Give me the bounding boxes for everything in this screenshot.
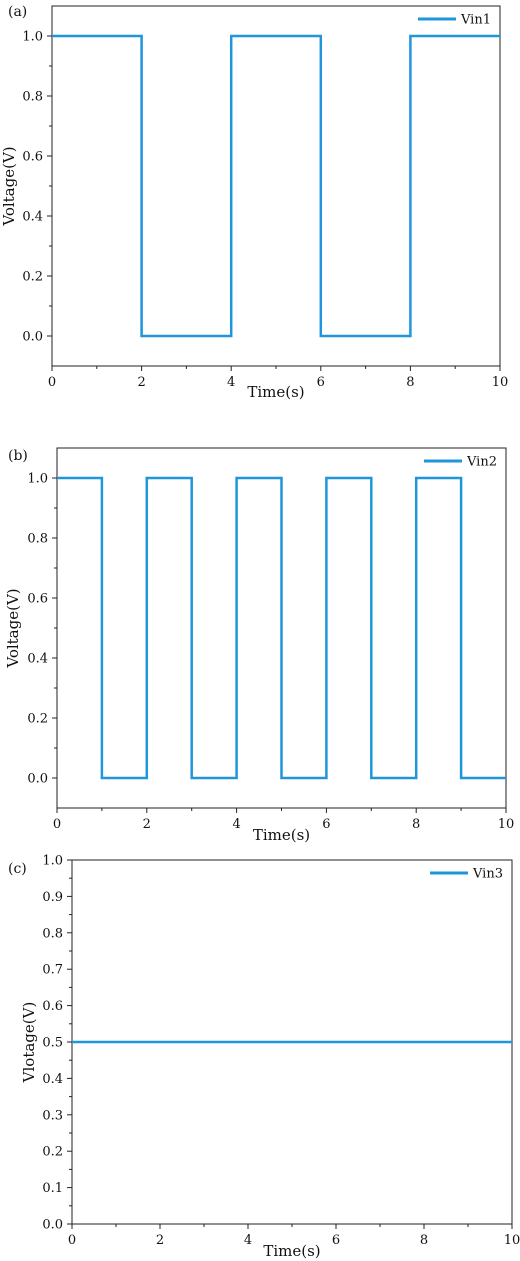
y-tick-label: 0.4 [27,652,48,667]
chart-panel: 0 2 4 6 8 10 0.0 0.2 0.4 0.6 0.8 1.0 Time(s) Voltage(… [0,4,508,401]
y-axis-label: Voltage(V) [4,588,22,668]
x-tick-label: 10 [498,817,515,832]
y-tick-label: 1.0 [22,30,43,45]
x-tick-label: 10 [492,375,509,390]
x-tick-label: 2 [143,817,151,832]
y-tick-label: 0.8 [42,926,63,941]
legend-label: Vin3 [472,867,503,882]
x-axis-label: Time(s) [247,383,304,401]
y-tick-label: 0.4 [22,210,43,225]
y-tick-label: 0.8 [27,532,48,547]
chart-panel: 0 2 4 6 8 10 0.0 0.2 0.4 0.6 0.8 1.0 Time(s) Voltage(… [4,447,515,844]
y-tick-label: 0.0 [22,330,43,345]
y-tick-label: 0.6 [27,592,48,607]
y-tick-label: 1.0 [27,472,48,487]
x-tick-label: 6 [332,1233,340,1248]
x-tick-label: 4 [227,375,235,390]
y-tick-label: 1.0 [42,854,63,869]
y-tick-label: 0.2 [27,712,48,727]
x-tick-label: 8 [420,1233,428,1248]
y-tick-label: 0.0 [42,1218,63,1233]
chart-panel: 0 2 4 6 8 10 0.0 0.1 0.2 0.3 0.4 0.5 0.6 0.7 0.8 0.9 1.0… [8,854,520,1261]
y-tick-label: 0.7 [42,963,63,978]
panel-label: (c) [8,861,27,877]
x-tick-label: 0 [48,375,56,390]
plot-frame [51,5,501,367]
y-tick-label: 0.4 [42,1072,63,1087]
panel-label: (b) [8,448,28,464]
x-tick-label: 8 [406,375,414,390]
x-tick-label: 10 [504,1233,520,1248]
y-tick-label: 0.6 [42,999,63,1014]
series-line [57,476,506,780]
panel-label: (a) [8,4,27,20]
y-tick-label: 0.8 [22,90,43,105]
y-tick-label: 0.2 [42,1145,63,1160]
x-tick-label: 4 [244,1233,252,1248]
x-tick-label: 2 [156,1233,164,1248]
y-axis-label: Voltage(V) [0,146,18,226]
x-tick-label: 4 [232,817,240,832]
y-tick-label: 0.2 [22,270,43,285]
x-tick-label: 0 [53,817,61,832]
y-tick-label: 0.6 [22,150,43,165]
x-axis-label: Time(s) [253,826,310,844]
series-line [52,34,500,338]
y-axis-label: Vlotage(V) [20,1002,38,1084]
x-tick-label: 2 [137,375,145,390]
x-tick-label: 8 [412,817,420,832]
legend-label: Vin1 [460,13,491,28]
y-tick-label: 0.5 [42,1036,63,1051]
x-axis-label: Time(s) [263,1242,320,1260]
y-tick-label: 0.9 [42,890,63,905]
x-tick-label: 6 [322,817,330,832]
x-tick-label: 0 [68,1233,76,1248]
x-tick-label: 6 [317,375,325,390]
y-tick-label: 0.3 [42,1108,63,1123]
legend-label: Vin2 [466,455,497,470]
y-tick-label: 0.1 [42,1181,63,1196]
y-tick-label: 0.0 [27,772,48,787]
